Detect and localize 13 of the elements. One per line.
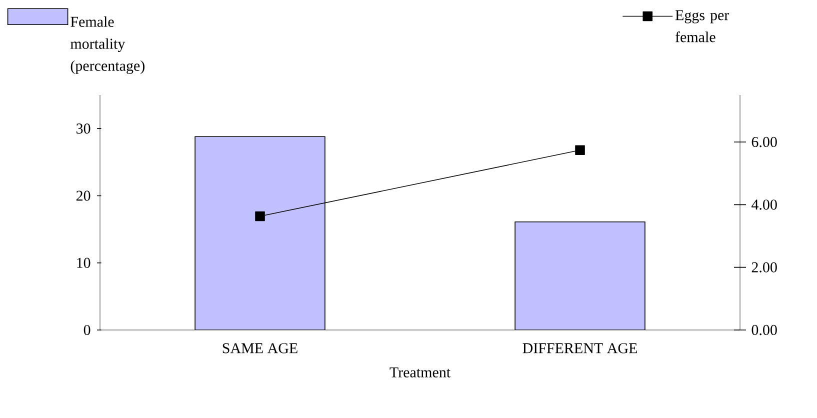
x-tick-label: SAME AGE [222, 343, 298, 354]
x-tick-label: DIFFERENT AGE [522, 343, 637, 354]
x-axis-title: Treatment [390, 367, 450, 378]
y-tick-label: 0 [84, 324, 90, 336]
y-tick-label: 20 [76, 190, 90, 201]
y-tick-label: 10 [77, 258, 90, 268]
y2-tick-label: 2.00 [752, 262, 777, 272]
y2-tick-label: 6.00 [752, 136, 777, 148]
legend-label: Female mortality (percentage) [70, 16, 144, 74]
legend-label: Eggs per female [675, 10, 730, 42]
y2-tick-label: 4.00 [752, 200, 777, 210]
y2-tick-label: 0.00 [752, 324, 777, 336]
y-tick-label: 30 [76, 124, 90, 134]
